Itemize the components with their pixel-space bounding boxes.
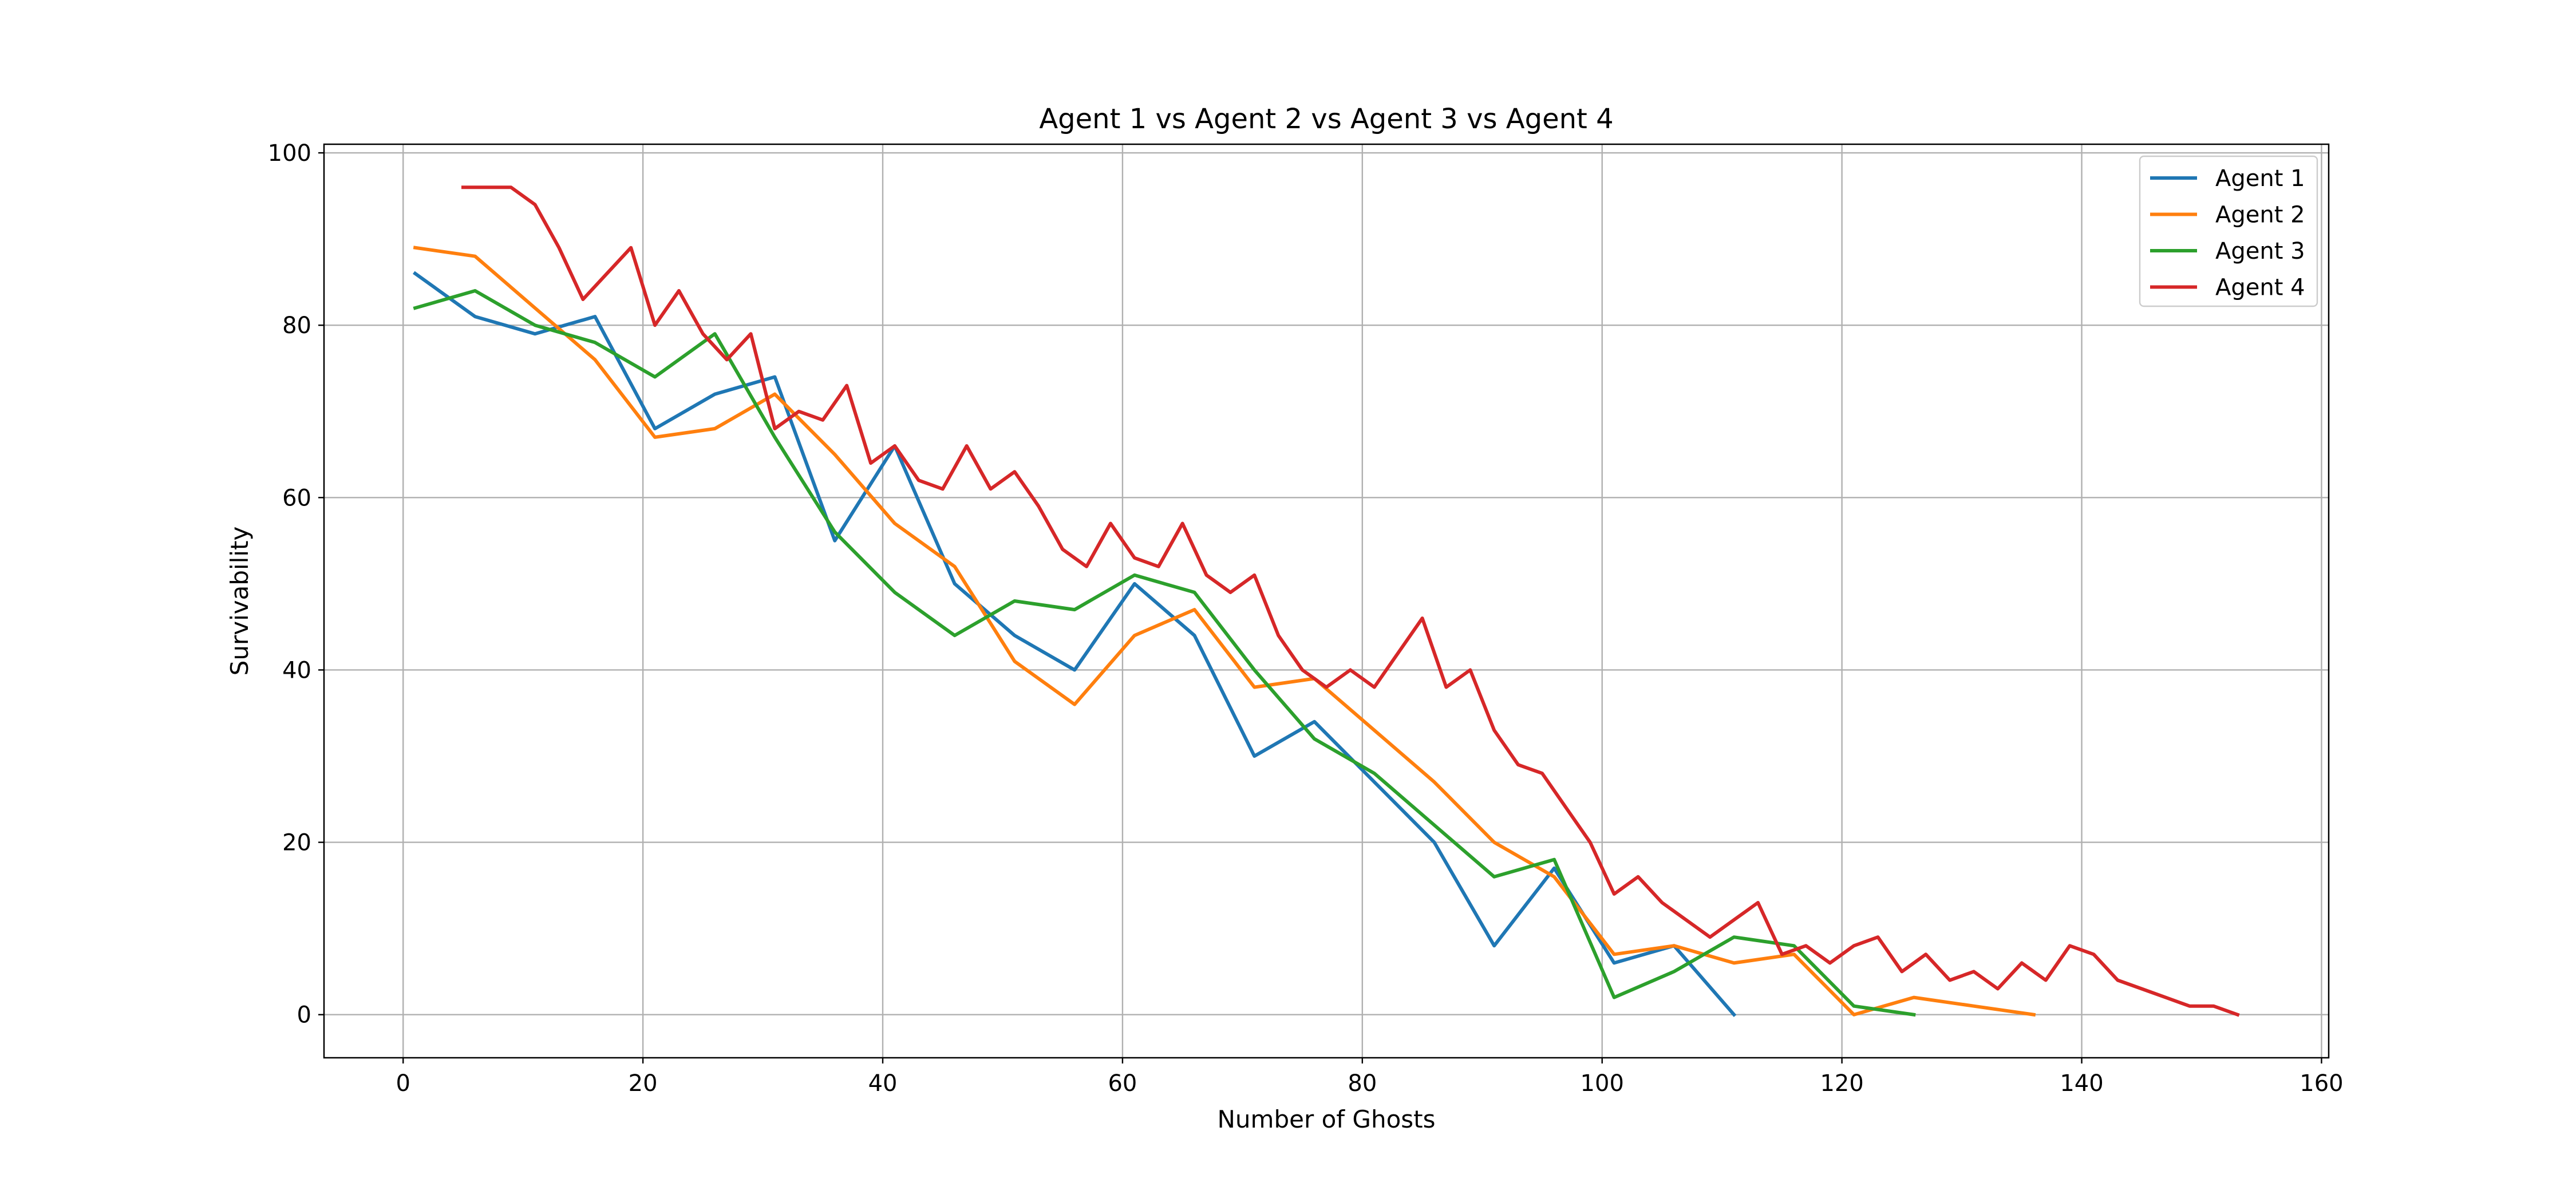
grid xyxy=(324,144,2329,1058)
series-line-agent-2 xyxy=(413,246,2036,1017)
series-lines xyxy=(413,185,2240,1017)
legend-box xyxy=(2139,155,2318,307)
x-tick-label: 140 xyxy=(2060,1070,2103,1097)
y-tick-label: 20 xyxy=(282,830,311,856)
series-line-agent-1 xyxy=(413,271,1737,1017)
x-tick-label: 120 xyxy=(1820,1070,1863,1097)
legend-label-agent-4: Agent 4 xyxy=(2215,275,2305,301)
y-tick-label: 60 xyxy=(282,485,311,511)
plot-frame xyxy=(323,143,2330,1059)
y-tick-label: 0 xyxy=(297,1002,311,1029)
y-axis-label: Survivability xyxy=(226,527,254,676)
x-tick-label: 160 xyxy=(2300,1070,2343,1097)
x-tick-label: 80 xyxy=(1348,1070,1377,1097)
legend-label-agent-3: Agent 3 xyxy=(2215,238,2305,264)
legend: Agent 1 Agent 2 Agent 3 Agent 4 xyxy=(2139,155,2318,307)
series-line-agent-4 xyxy=(461,185,2240,1017)
x-tick-label: 40 xyxy=(868,1070,898,1097)
x-tick-label: 0 xyxy=(396,1070,410,1097)
legend-label-agent-1: Agent 1 xyxy=(2215,165,2305,192)
axis-ticks: 0 20 40 60 80 100 120 140 160 0 20 40 60 80 100 xyxy=(268,140,2344,1097)
y-tick-label: 80 xyxy=(282,313,311,339)
x-tick-label: 20 xyxy=(629,1070,658,1097)
chart-title: Agent 1 vs Agent 2 vs Agent 3 vs Agent 4 xyxy=(1039,103,1613,135)
x-tick-label: 60 xyxy=(1108,1070,1137,1097)
y-tick-label: 100 xyxy=(268,140,311,167)
series-line-agent-3 xyxy=(413,289,1916,1017)
x-axis-label: Number of Ghosts xyxy=(1218,1105,1436,1133)
legend-label-agent-2: Agent 2 xyxy=(2215,202,2305,228)
y-tick-label: 40 xyxy=(282,657,311,683)
x-tick-label: 100 xyxy=(1581,1070,1624,1097)
